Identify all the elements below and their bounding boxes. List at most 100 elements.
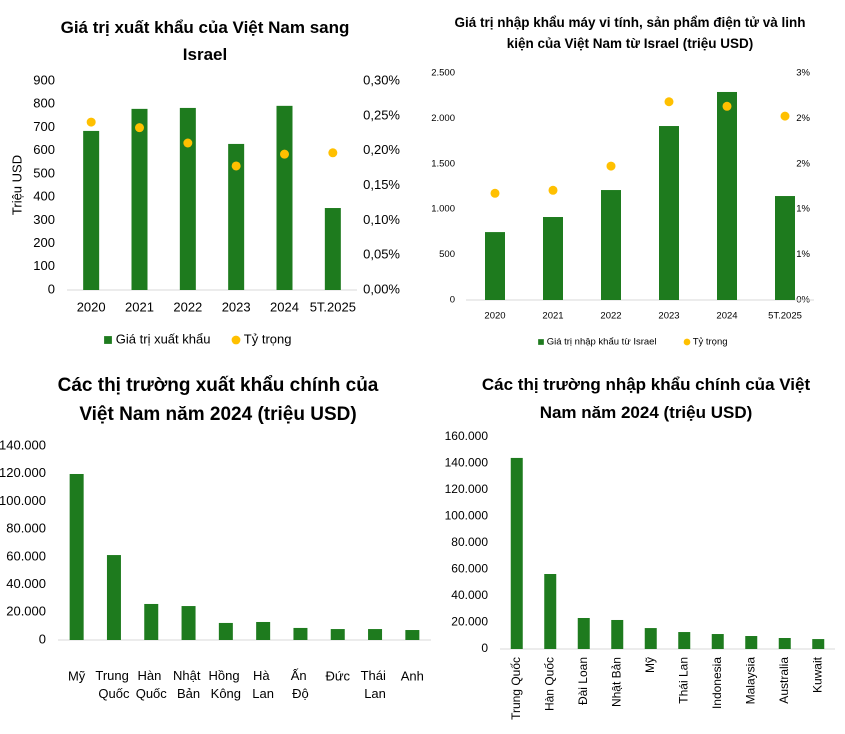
x-tick-label: 2020 [484, 311, 505, 322]
bar [106, 555, 121, 640]
bar [611, 619, 624, 649]
y-tick-label: 600 [33, 142, 55, 157]
x-tick-label: 5T.2025 [310, 299, 356, 314]
y2-tick-label: 0,15% [363, 177, 400, 192]
legend-marker [683, 338, 691, 346]
y-tick-label: 140.000 [0, 437, 46, 452]
legend-label: Tỷ trọng [244, 331, 292, 346]
y-tick-label: 700 [33, 119, 55, 134]
legend-label: Tỷ trọng [693, 337, 728, 348]
bar [83, 130, 100, 290]
x-tick-label: 2022 [173, 299, 202, 314]
dot [183, 138, 193, 148]
dot [780, 111, 790, 121]
x-tick-label: 2021 [125, 299, 154, 314]
y-tick-label: 800 [33, 96, 55, 111]
legend-marker [538, 339, 544, 345]
chart-title: Các thị trường xuất khẩu chính của Việt … [57, 375, 379, 425]
x-tick-label: 2024 [270, 299, 299, 314]
dot [86, 117, 96, 127]
bar [131, 108, 148, 290]
y-tick-label: 40.000 [6, 576, 46, 591]
y-tick-label: 500 [439, 249, 455, 260]
x-tick-label: Hàn Quốc [136, 668, 168, 701]
x-tick-label: Kuwait [810, 656, 824, 693]
y-tick-label: 100.000 [445, 509, 489, 523]
x-tick-label: Trung Quốc [509, 657, 523, 720]
y-tick-label: 80.000 [6, 521, 46, 536]
y2-tick-label: 1% [796, 249, 810, 260]
x-tick-label: 2023 [658, 311, 679, 322]
chart-title: Giá trị xuất khẩu của Việt Nam sang Isra… [60, 18, 350, 64]
x-tick-label: 2022 [600, 311, 621, 322]
dot [606, 161, 616, 171]
y2-tick-label: 3% [796, 68, 810, 79]
bar [69, 473, 84, 640]
bar [775, 196, 795, 300]
y2-tick-label: 0,25% [363, 107, 400, 122]
y-tick-label: 1.000 [431, 204, 455, 215]
y2-tick-label: 0,30% [363, 72, 400, 87]
x-tick-label: 5T.2025 [768, 311, 802, 322]
x-tick-label: Anh [401, 668, 424, 683]
y-tick-label: 120.000 [0, 465, 46, 480]
x-tick-label: Indonesia [710, 657, 724, 709]
legend-marker [104, 336, 112, 344]
chart-title: Giá trị nhập khẩu máy vi tính, sản phẩm … [454, 15, 806, 51]
bar [659, 126, 679, 301]
y-tick-label: 200 [33, 235, 55, 250]
y-tick-label: 2.000 [431, 113, 455, 124]
y-tick-label: 160.000 [445, 429, 489, 443]
x-tick-label: Malaysia [743, 657, 757, 705]
y-tick-label: 0 [450, 295, 455, 306]
bar [218, 622, 233, 640]
y-tick-label: 900 [33, 72, 55, 87]
dot [722, 101, 732, 111]
bar [293, 627, 308, 640]
bar [405, 630, 420, 640]
bar [179, 107, 196, 290]
bar [745, 636, 758, 649]
bar [144, 603, 159, 640]
y2-tick-label: 0,20% [363, 142, 400, 157]
y-tick-label: 100.000 [0, 493, 46, 508]
bar [510, 457, 523, 649]
dot [328, 148, 338, 158]
x-tick-label: Thái Lan [676, 657, 690, 704]
y2-tick-label: 0,00% [363, 281, 400, 296]
bar [181, 606, 196, 640]
dot [490, 188, 500, 198]
x-tick-label: Mỹ [643, 657, 657, 673]
y-tick-label: 300 [33, 212, 55, 227]
y-tick-label: 2.500 [431, 68, 455, 79]
bar [778, 638, 791, 649]
bar [717, 91, 737, 300]
bar [256, 621, 271, 640]
dot [135, 123, 144, 133]
y-tick-label: 400 [33, 189, 55, 204]
bar [324, 208, 341, 290]
x-tick-label: Hà Lan [252, 668, 274, 701]
dot [231, 161, 241, 171]
x-tick-label: Trung Quốc [95, 668, 132, 701]
y-tick-label: 0 [39, 631, 46, 646]
x-tick-label: Mỹ [68, 668, 86, 683]
x-tick-label: Đức [325, 668, 350, 683]
y-tick-label: 500 [33, 165, 55, 180]
bar [601, 190, 621, 300]
bar [812, 639, 825, 649]
x-tick-label: 2021 [542, 311, 563, 322]
y-tick-label: 60.000 [451, 562, 488, 576]
y-tick-label: 0 [48, 281, 55, 296]
y-tick-label: 100 [33, 258, 55, 273]
x-tick-label: Đài Loan [576, 657, 590, 705]
y2-tick-label: 2% [796, 113, 810, 124]
y-axis-label: Triệu USD [9, 155, 24, 215]
y2-tick-label: 0,05% [363, 247, 400, 262]
x-tick-label: 2023 [222, 299, 251, 314]
legend-label: Giá trị nhập khẩu từ Israel [547, 337, 657, 348]
bar [544, 574, 557, 649]
y-tick-label: 120.000 [445, 482, 489, 496]
